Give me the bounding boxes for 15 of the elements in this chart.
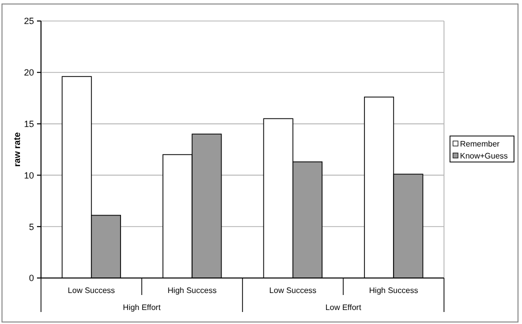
y-tick-label: 0 [28,273,34,284]
y-axis-title: raw rate [12,132,22,167]
y-tick-label: 15 [24,118,34,129]
x-tick-label: High Success [369,286,418,295]
legend-label: Remember [460,140,500,148]
text: Low Effort [325,303,362,312]
y-tick-label: 20 [24,68,34,78]
x-tick-label: High Success [168,286,217,295]
y-tick-label: 5 [28,222,34,232]
y-tick-label: 25 [24,16,34,26]
y-tick-label: 10 [24,170,34,180]
x-tick-label: Low Success [68,286,115,295]
text: High Effort [122,303,162,312]
legend-label: Know+Guess [460,152,508,160]
x-tick-label: Low Success [269,286,316,295]
